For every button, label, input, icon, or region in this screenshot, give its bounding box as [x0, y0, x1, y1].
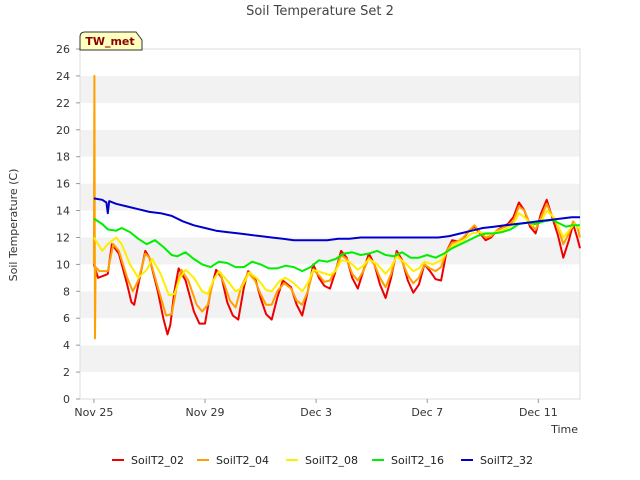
chart-title: Soil Temperature Set 2 — [246, 4, 394, 19]
legend-item: SoilT2_08 — [286, 454, 358, 467]
station-badge-shape — [79, 31, 143, 51]
y-tick-label: 4 — [63, 339, 70, 352]
y-tick-label: 12 — [56, 231, 70, 244]
y-tick-label: 20 — [56, 124, 70, 137]
y-tick-label: 6 — [63, 312, 70, 325]
legend: SoilT2_02 SoilT2_04 SoilT2_08 SoilT2_16 Soil… — [112, 454, 533, 467]
station-badge-label: TW_met — [85, 35, 134, 48]
legend-label: SoilT2_32 — [480, 454, 533, 467]
y-axis-title: Soil Temperature (C) — [7, 169, 20, 282]
grid-band — [80, 345, 580, 373]
grid-bands — [80, 49, 580, 399]
x-tick-label: Dec 11 — [519, 406, 558, 419]
grid-band — [80, 372, 580, 399]
y-tick-label: 18 — [56, 151, 70, 164]
x-tick-label: Nov 29 — [186, 406, 225, 419]
x-axis-title: Time — [550, 423, 578, 436]
grid-band — [80, 102, 580, 130]
legend-label: SoilT2_08 — [305, 454, 358, 467]
series-lines — [92, 74, 581, 340]
y-tick-label: 16 — [56, 178, 70, 191]
legend-item: SoilT2_04 — [197, 454, 269, 467]
y-tick-label: 0 — [63, 393, 70, 406]
legend-item: SoilT2_02 — [112, 454, 184, 467]
y-tick-label: 24 — [56, 70, 70, 83]
legend-item: SoilT2_16 — [372, 454, 444, 467]
y-tick-label: 8 — [63, 285, 70, 298]
legend-item: SoilT2_32 — [461, 454, 533, 467]
grid-band — [80, 129, 580, 157]
series-line-soilt2-32 — [93, 197, 580, 242]
legend-label: SoilT2_04 — [216, 454, 269, 467]
series-line-soilt2-08 — [93, 209, 581, 297]
grid-band — [80, 75, 580, 103]
x-tick-label: Dec 7 — [411, 406, 443, 419]
series-line-soilt2-16 — [93, 217, 580, 273]
y-tick-label: 14 — [56, 205, 70, 218]
x-tick-label: Dec 3 — [300, 406, 332, 419]
grid-band — [80, 49, 580, 76]
grid-band — [80, 183, 580, 211]
grid-band — [80, 156, 580, 184]
station-badge: TW_met — [79, 31, 143, 51]
grid-band — [80, 291, 580, 319]
y-tick-label: 2 — [63, 366, 70, 379]
x-axis-ticks: Nov 25 Nov 29 Dec 3 Dec 7 Dec 11 — [74, 399, 558, 419]
y-tick-label: 22 — [56, 97, 70, 110]
x-tick-label: Nov 25 — [74, 406, 113, 419]
y-tick-label: 10 — [56, 258, 70, 271]
legend-label: SoilT2_16 — [391, 454, 444, 467]
grid-band — [80, 210, 580, 238]
y-tick-label: 26 — [56, 43, 70, 56]
plot-frame — [79, 48, 581, 400]
legend-label: SoilT2_02 — [131, 454, 184, 467]
series-line-soilt2-04 — [92, 74, 581, 340]
grid-band — [80, 318, 580, 346]
